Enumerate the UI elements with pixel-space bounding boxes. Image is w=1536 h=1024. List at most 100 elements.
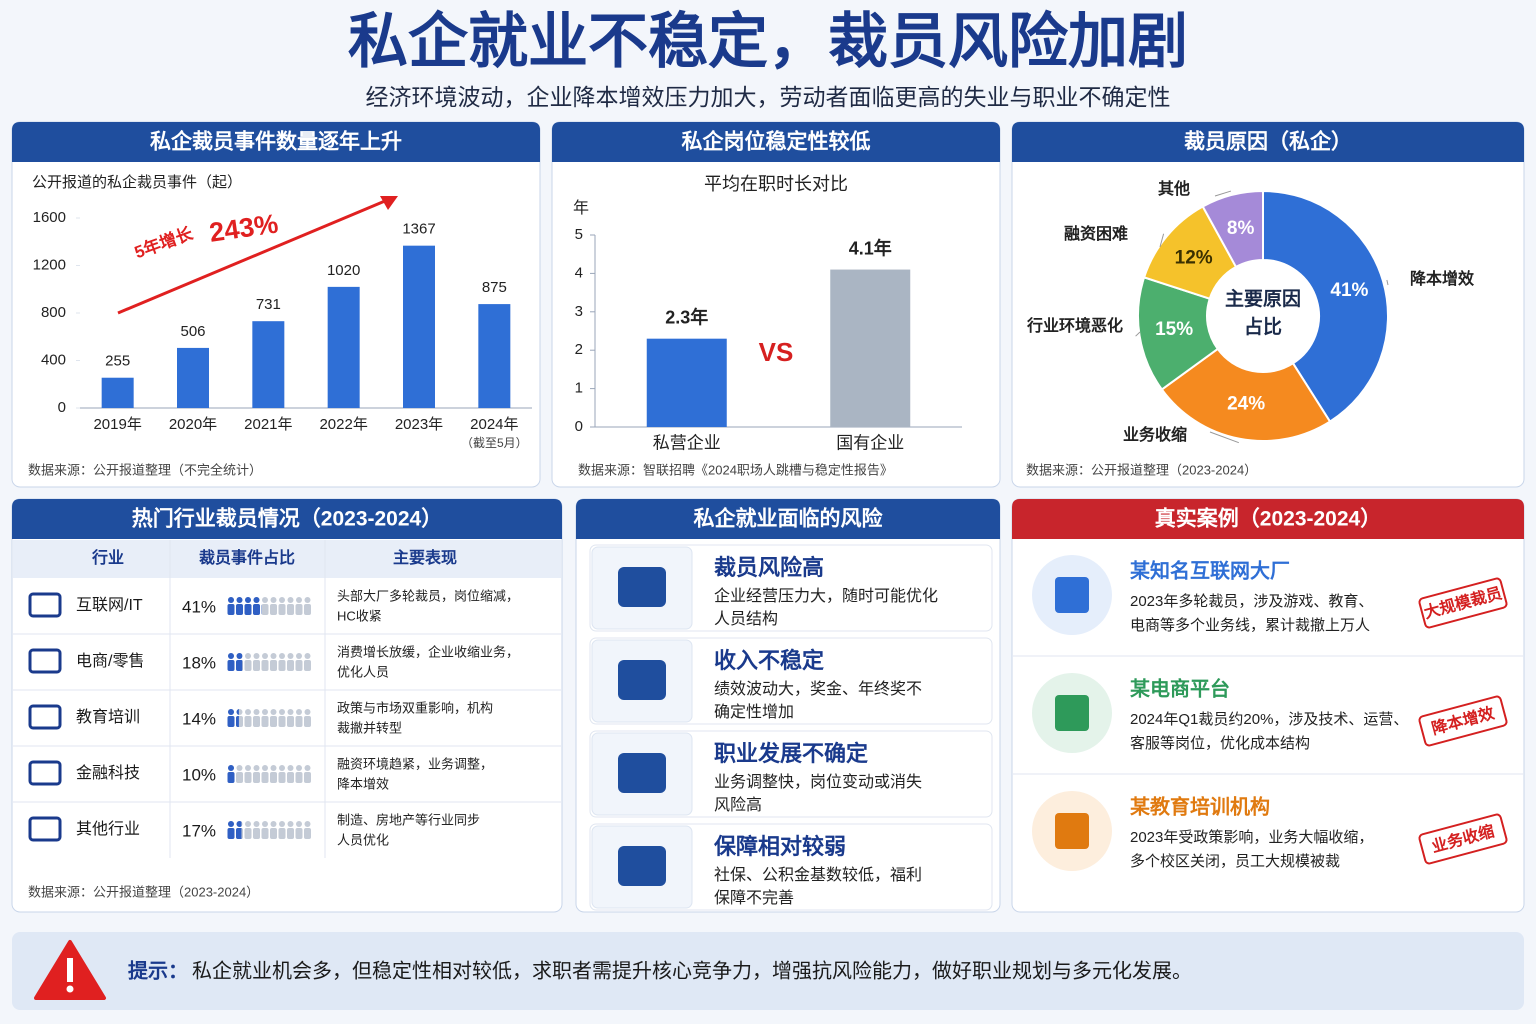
person-head [245,653,251,659]
panel-header [12,499,562,539]
person-head [236,821,242,827]
person-body [295,772,303,783]
slice-label: 12% [1175,248,1213,269]
person-body [253,604,260,615]
risk-desc: 保障不完善 [714,889,794,907]
table-header: 行业 [91,548,124,567]
bar [252,321,285,408]
person-body [253,828,260,839]
person-head [287,709,294,715]
person-body [287,604,294,615]
table-header: 裁员事件占比 [199,548,295,567]
case-icon [1055,695,1089,731]
value-label: 875 [482,279,507,296]
leader-line [1135,331,1141,337]
y-tick-label: 0 [575,418,583,435]
person-head [228,765,234,771]
industry-name: 互联网/IT [76,596,143,614]
person-head [296,597,302,603]
source-note: 数据来源：智联招聘《2024职场人跳槽与稳定性报告》 [578,462,893,477]
person-head [262,653,268,659]
person-body [287,772,294,783]
case-name: 某教育培训机构 [1130,794,1270,818]
industry-desc: 人员优化 [337,832,389,847]
case-icon [1055,813,1089,849]
risk-icon [618,660,666,700]
y-tick-label: 2 [575,341,583,358]
person-body [295,604,303,615]
share-label: 14% [182,709,216,728]
legend-label: 业务收缩 [1123,425,1187,444]
person-body [270,716,277,727]
y-tick-label: 5 [575,226,583,243]
x-tick-label: 2019年 [93,416,141,433]
leader-line [1214,190,1232,197]
person-body [278,716,286,727]
industry-icon [28,704,62,730]
legend-label: 其他 [1158,179,1190,198]
person-head [287,765,294,771]
person-body [244,828,252,839]
panel-title: 真实案例（2023-2024） [1155,507,1381,531]
person-head [228,709,234,715]
person-head [304,597,311,603]
person-head [279,821,285,827]
value-label: 2.3年 [665,306,708,327]
person-head [253,765,260,771]
person-body [261,604,269,615]
person-head [296,709,302,715]
person-body [253,660,260,671]
risk-desc: 确定性增加 [714,703,794,721]
center-label: 占比 [1244,315,1282,338]
person-body [236,660,243,671]
person-body [278,660,286,671]
person-head [279,709,285,715]
y-tick-label: 800 [41,304,66,321]
industry-icon [28,816,62,842]
industry-desc: 降本增效 [337,776,389,791]
person-head [270,709,277,715]
case-desc: 客服等岗位，优化成本结构 [1130,734,1310,752]
stamp-border [1418,695,1508,747]
person-body [278,604,286,615]
leader-line [1159,233,1165,248]
risk-desc: 企业经营压力大，随时可能优化 [714,587,938,605]
legend-label: 降本增效 [1410,269,1474,288]
person-head [236,597,243,603]
person-head [279,653,285,659]
person-head [236,709,239,715]
person-head [270,765,277,771]
person-head [287,653,294,659]
person-head [279,597,285,603]
person-head [245,765,251,771]
share-label: 17% [182,821,216,840]
person-body [295,660,303,671]
person-body [244,604,252,615]
person-head [262,709,268,715]
share-icons [227,653,243,671]
share-label: 10% [182,765,216,784]
risk-title: 职业发展不确定 [714,741,868,766]
slice-label: 24% [1227,393,1265,414]
panel-title: 私企岗位稳定性较低 [682,130,871,154]
industry-icon [28,592,62,618]
share-label: 41% [182,597,216,616]
risk-desc: 社保、公积金基数较低，福利 [714,866,922,884]
person-body [278,828,286,839]
leader-line [1386,279,1389,286]
person-body [304,716,311,727]
person-body [244,772,252,783]
trend-arrowhead [380,196,398,210]
tip-text: 私企就业机会多，但稳定性相对较低，求职者需提升核心竞争力，增强抗风险能力，做好职… [192,959,1192,982]
person-body [287,716,294,727]
share-icons [227,709,239,727]
person-body [236,828,242,839]
person-body [261,772,269,783]
person-body [287,828,294,839]
industry-name: 金融科技 [76,764,140,782]
person-head [253,709,260,715]
bar [830,269,911,427]
person-head [304,709,311,715]
